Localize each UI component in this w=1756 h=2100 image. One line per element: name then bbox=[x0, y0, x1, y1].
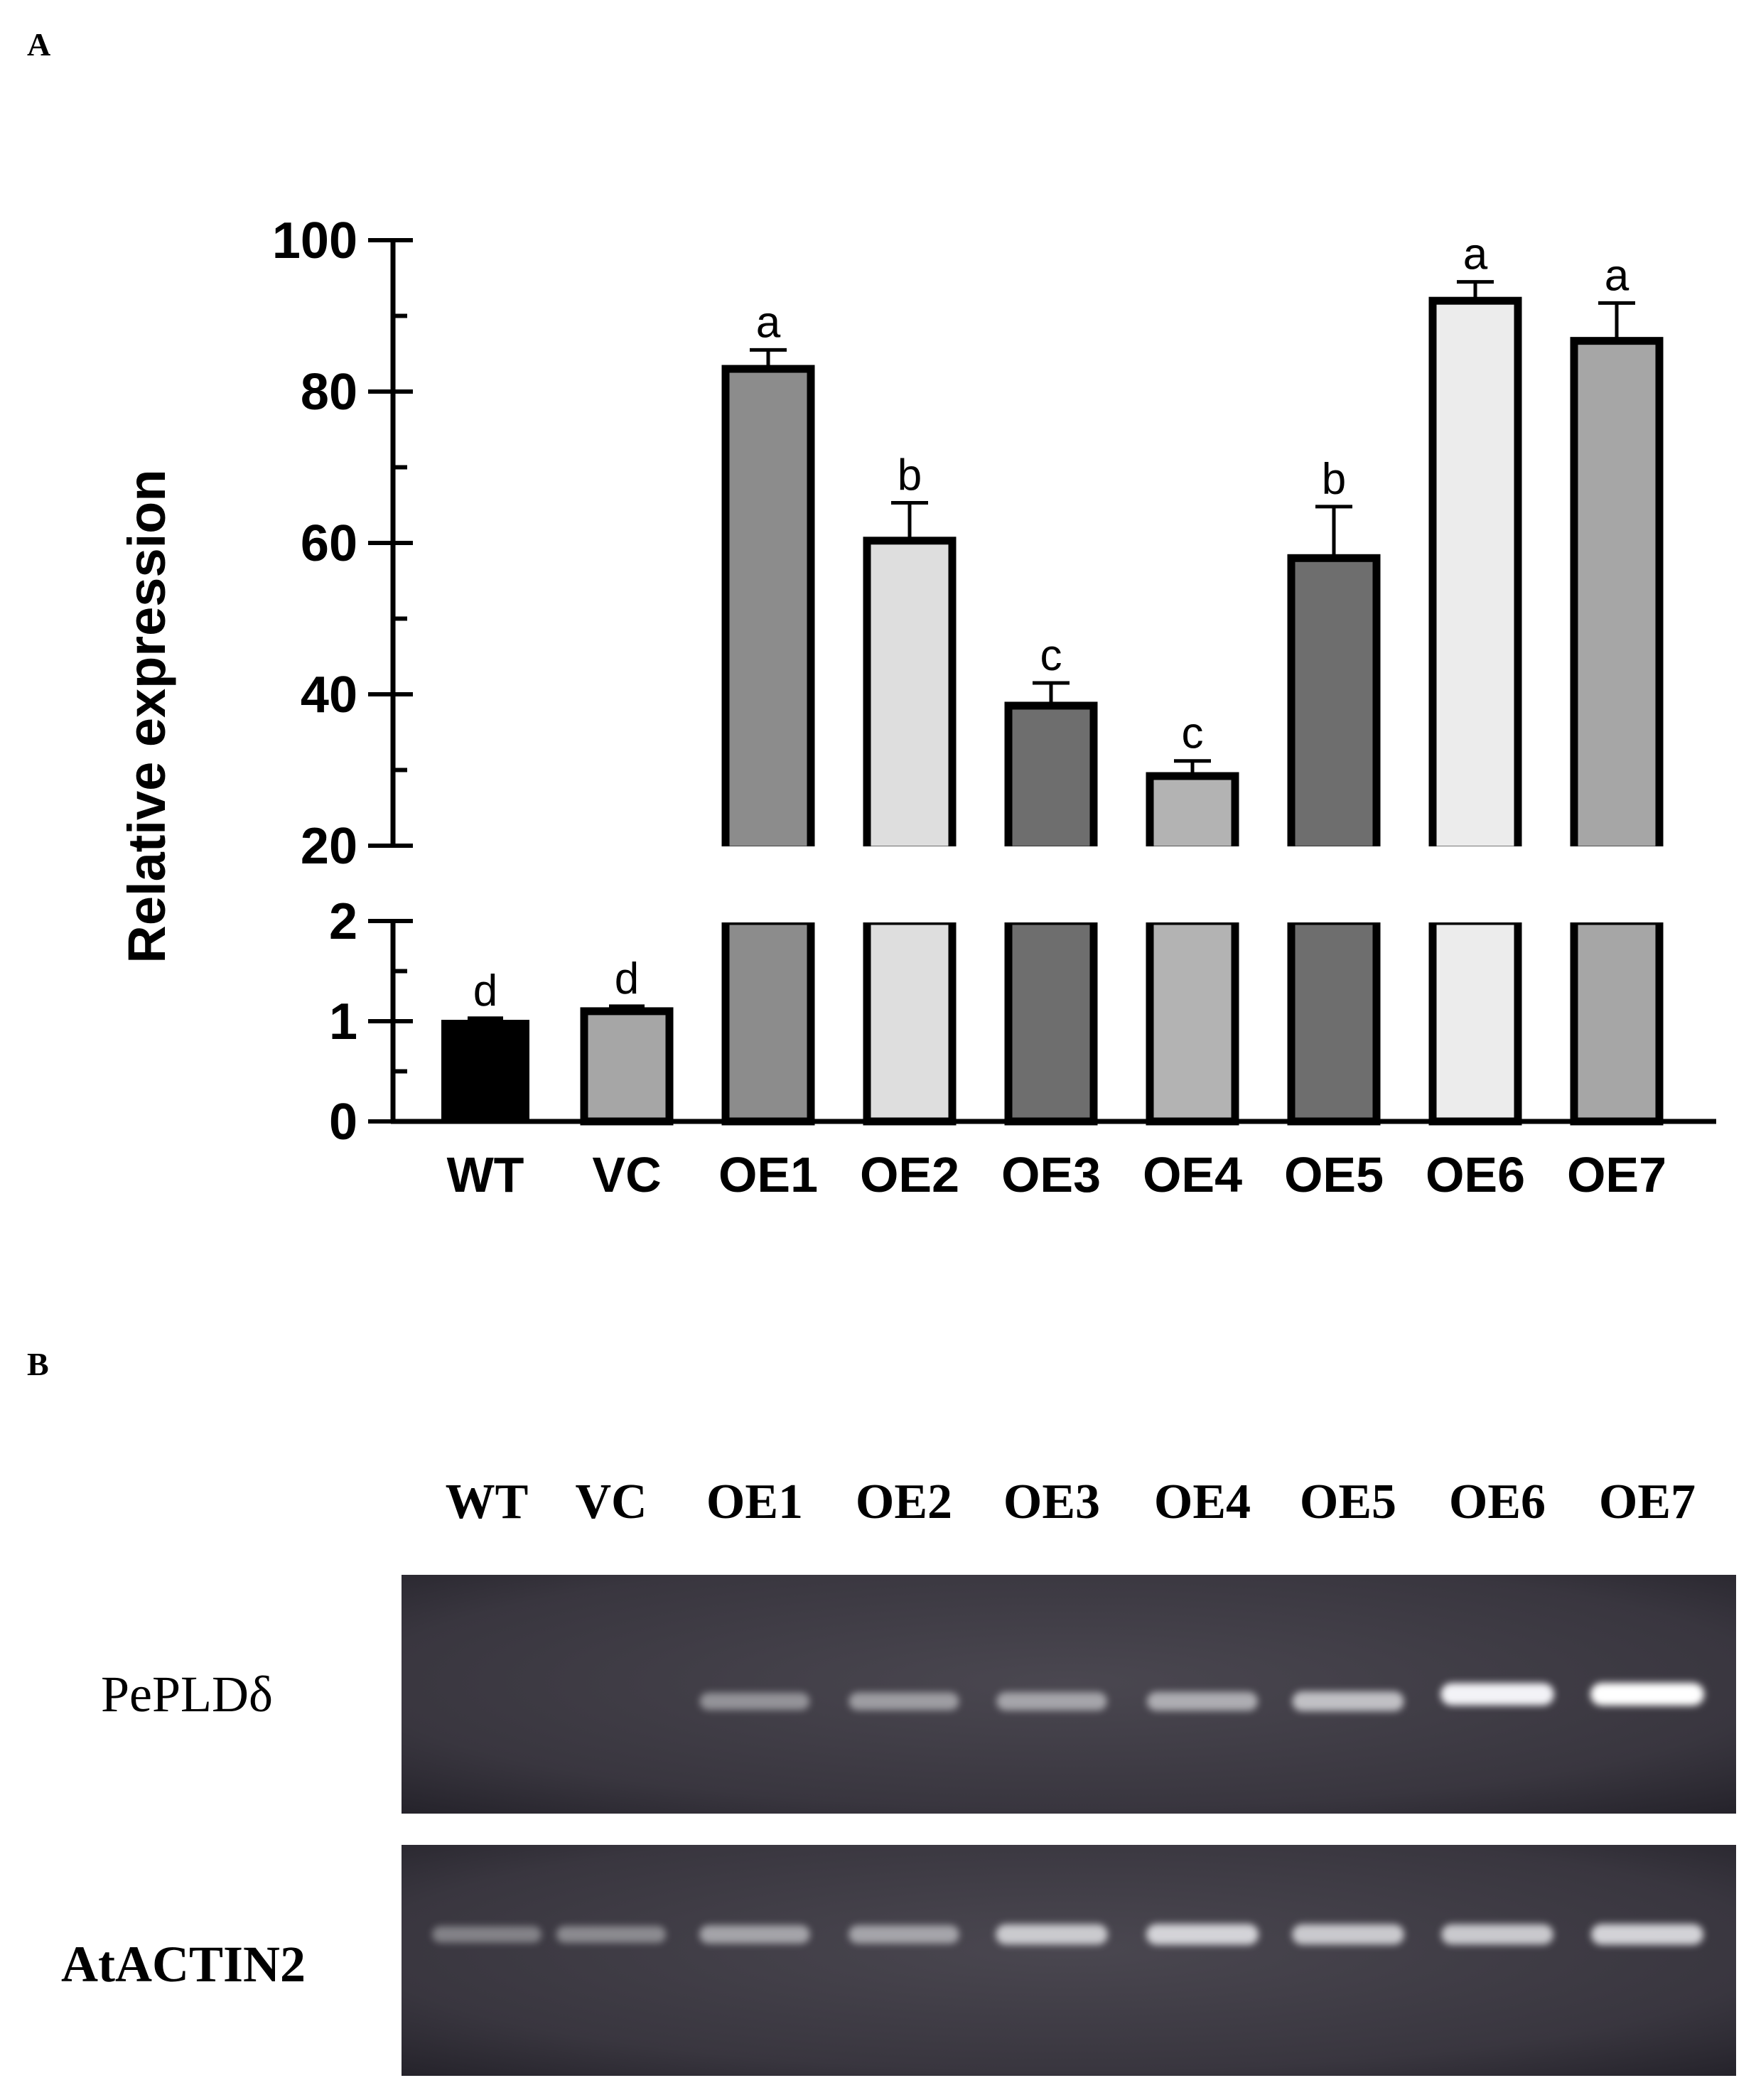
gel-column-label: OE2 bbox=[856, 1475, 952, 1529]
y-tick-label: 100 bbox=[272, 212, 357, 269]
gel-band bbox=[1440, 1683, 1554, 1706]
bar-oe6-upper bbox=[1428, 296, 1522, 854]
x-tick-label: OE1 bbox=[718, 1147, 818, 1202]
bar-oe4-upper bbox=[1146, 772, 1239, 854]
gel-band bbox=[699, 1692, 810, 1711]
gel-band bbox=[1147, 1691, 1258, 1711]
x-tick-label: OE2 bbox=[860, 1147, 959, 1202]
axis-break-gap bbox=[1286, 846, 1382, 856]
gel-bands bbox=[432, 1683, 1704, 1945]
y-tick-label: 2 bbox=[329, 893, 357, 950]
y-ticks-upper: 20 40 60 80 100 bbox=[272, 212, 413, 875]
panel-label-b: B bbox=[27, 1346, 49, 1382]
bar-oe5-lower bbox=[1287, 917, 1381, 1126]
significance-letter: b bbox=[898, 451, 922, 500]
y-tick-label: 40 bbox=[301, 667, 357, 723]
gel-column-label: VC bbox=[575, 1475, 647, 1529]
y-tick-label: 60 bbox=[301, 515, 357, 572]
x-tick-labels: WT VC OE1 OE2 OE3 OE4 OE5 OE6 OE7 bbox=[447, 1147, 1666, 1202]
y-axis-label: Relative expression bbox=[117, 469, 176, 963]
x-tick-label: VC bbox=[592, 1147, 661, 1202]
axis-break-gap bbox=[720, 846, 817, 856]
gel-row-label-1: PePLDδ bbox=[101, 1666, 273, 1723]
significance-letter: d bbox=[473, 966, 497, 1016]
gel-band bbox=[849, 1692, 959, 1711]
y-tick-label: 1 bbox=[329, 994, 357, 1050]
y-tick-label: 80 bbox=[301, 364, 357, 421]
x-tick-label: OE6 bbox=[1426, 1147, 1525, 1202]
y-tick-label: 0 bbox=[329, 1094, 357, 1151]
bar-oe4-lower bbox=[1146, 917, 1239, 1126]
gel-column-label: OE6 bbox=[1449, 1475, 1546, 1529]
gel-band bbox=[1591, 1924, 1703, 1945]
gel-band bbox=[1441, 1924, 1553, 1945]
significance-letter: c bbox=[1182, 709, 1204, 758]
axis-break-gap bbox=[861, 846, 958, 856]
axis-break-gap bbox=[1003, 846, 1099, 856]
gel-column-label: WT bbox=[446, 1475, 529, 1529]
bar-wt bbox=[441, 1020, 529, 1123]
gel-column-label: OE1 bbox=[706, 1475, 803, 1529]
x-tick-label: OE4 bbox=[1143, 1147, 1242, 1202]
gel-band bbox=[432, 1926, 542, 1943]
x-tick-label: OE7 bbox=[1567, 1147, 1666, 1202]
gel-band bbox=[1590, 1683, 1704, 1706]
gel-image: WT VC OE1 OE2 OE3 OE4 OE5 OE6 OE7 PePLDδ AtACTIN… bbox=[61, 1475, 1736, 2076]
axis-break-gap bbox=[1568, 846, 1665, 856]
bar-oe5-upper bbox=[1287, 554, 1381, 854]
significance-letter: b bbox=[1322, 455, 1346, 504]
gel-band bbox=[699, 1925, 810, 1944]
bar-oe6-lower bbox=[1428, 917, 1522, 1126]
bars: d d a b c c b a a bbox=[441, 230, 1665, 1126]
bar-chart: Relative expression 20 40 60 80 100 0 1 2 d d a b… bbox=[117, 212, 1716, 1202]
significance-letter: a bbox=[1463, 230, 1488, 279]
x-tick-label: OE5 bbox=[1284, 1147, 1384, 1202]
gel-band bbox=[849, 1925, 959, 1944]
x-tick-label: OE3 bbox=[1001, 1147, 1101, 1202]
axis-break-gap bbox=[720, 912, 817, 922]
axis-break-gap bbox=[1003, 912, 1099, 922]
bar-oe3-upper bbox=[1004, 701, 1098, 854]
gel-strip-2 bbox=[402, 1845, 1736, 2076]
axis-break-gap bbox=[1427, 912, 1524, 922]
axis-break-gap bbox=[1144, 846, 1241, 856]
y-ticks-lower: 0 1 2 bbox=[329, 893, 413, 1151]
y-tick-label: 20 bbox=[301, 818, 357, 875]
x-tick-label: WT bbox=[447, 1147, 524, 1202]
gel-band bbox=[996, 1692, 1107, 1711]
significance-letter: a bbox=[756, 298, 781, 347]
gel-column-labels: WT VC OE1 OE2 OE3 OE4 OE5 OE6 OE7 bbox=[446, 1475, 1696, 1529]
gel-column-label: OE3 bbox=[1003, 1475, 1100, 1529]
axis-break-gap bbox=[1144, 912, 1241, 922]
axis-break-gap bbox=[1427, 846, 1524, 856]
bar-oe7-lower bbox=[1570, 917, 1664, 1126]
bar-oe1-lower bbox=[721, 917, 815, 1126]
gel-row-label-2: AtACTIN2 bbox=[61, 1936, 306, 1993]
gel-column-label: OE4 bbox=[1154, 1475, 1251, 1529]
significance-letter: a bbox=[1605, 251, 1630, 300]
bar-oe1-upper bbox=[721, 365, 815, 854]
bar-oe2-upper bbox=[863, 537, 957, 854]
gel-band bbox=[556, 1926, 666, 1943]
bar-oe3-lower bbox=[1004, 917, 1098, 1126]
gel-column-label: OE5 bbox=[1300, 1475, 1396, 1529]
gel-column-label: OE7 bbox=[1599, 1475, 1696, 1529]
significance-letter: c bbox=[1040, 631, 1062, 680]
axis-break-gap bbox=[1286, 912, 1382, 922]
panel-label-a: A bbox=[27, 26, 50, 63]
axis-break-gap bbox=[1568, 912, 1665, 922]
axis-break-gap bbox=[861, 912, 958, 922]
gel-band bbox=[996, 1924, 1108, 1945]
bar-oe2-lower bbox=[863, 917, 957, 1126]
gel-band bbox=[1146, 1924, 1259, 1945]
significance-letter: d bbox=[615, 954, 639, 1003]
bar-oe7-upper bbox=[1570, 337, 1664, 854]
bar-vc bbox=[580, 1007, 674, 1126]
gel-band bbox=[1292, 1924, 1404, 1945]
gel-band bbox=[1292, 1691, 1404, 1711]
